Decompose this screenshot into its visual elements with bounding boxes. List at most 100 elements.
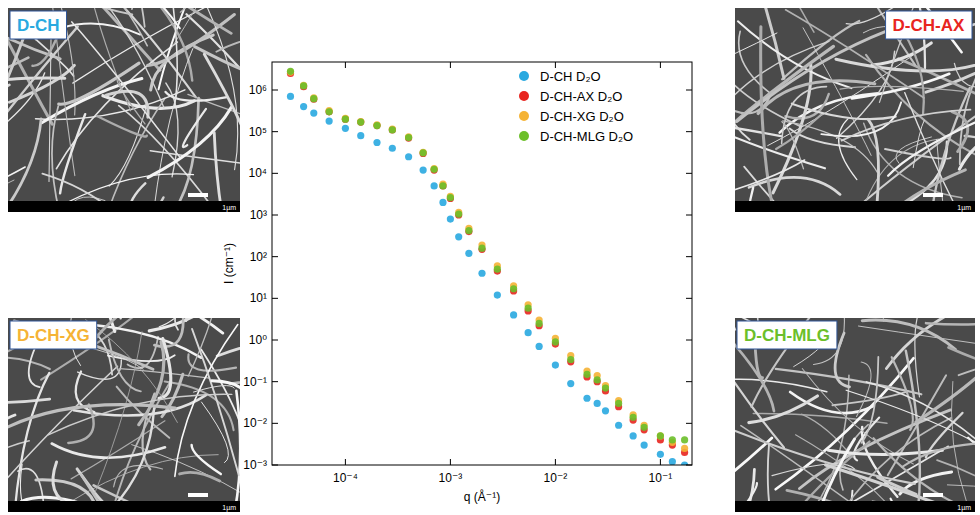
fiber xyxy=(201,402,228,463)
fiber xyxy=(109,105,146,186)
y-tick xyxy=(272,381,278,382)
data-point xyxy=(405,134,412,141)
fiber xyxy=(902,443,975,467)
data-point xyxy=(583,371,590,378)
data-point xyxy=(431,166,438,173)
fiber xyxy=(114,8,180,28)
fiber xyxy=(949,347,975,381)
fiber xyxy=(8,27,78,138)
data-point xyxy=(287,93,294,100)
data-point xyxy=(287,68,294,75)
data-point xyxy=(681,461,688,465)
fiber xyxy=(735,123,825,168)
data-point xyxy=(326,108,333,115)
fiber xyxy=(8,85,9,123)
fiber xyxy=(180,8,240,12)
fiber xyxy=(117,79,145,124)
data-point xyxy=(465,228,472,235)
data-point xyxy=(342,125,349,132)
data-point xyxy=(342,116,349,123)
fiber xyxy=(8,119,41,212)
data-point xyxy=(657,432,664,439)
fiber xyxy=(180,472,220,481)
data-point xyxy=(439,199,446,206)
fiber xyxy=(862,320,955,349)
data-point xyxy=(536,320,543,327)
fiber xyxy=(8,36,24,210)
y-tick-right xyxy=(686,381,692,382)
data-point xyxy=(594,376,601,383)
y-tick-label: 10⁵ xyxy=(249,125,267,139)
info-bar xyxy=(735,201,975,212)
series xyxy=(287,68,688,444)
fiber xyxy=(8,415,15,476)
data-point xyxy=(465,227,472,234)
data-point xyxy=(657,432,664,439)
data-point xyxy=(641,424,648,431)
x-tick xyxy=(660,459,661,465)
fiber xyxy=(8,366,117,500)
fiber xyxy=(109,340,141,392)
data-point xyxy=(602,407,609,414)
scale-bar-label: 1µm xyxy=(222,504,236,512)
fiber xyxy=(8,167,25,203)
fiber xyxy=(842,418,951,511)
legend-label: D-CH D₂O xyxy=(540,69,601,84)
data-point xyxy=(357,132,364,139)
data-point xyxy=(669,458,676,465)
x-tick-label: 10⁻¹ xyxy=(649,471,673,485)
y-tick-label: 10⁶ xyxy=(249,83,267,97)
data-point xyxy=(552,361,559,368)
fiber xyxy=(159,338,171,398)
fiber xyxy=(8,78,65,95)
legend-label: D-CH-MLG D₂O xyxy=(540,129,633,144)
fiber xyxy=(204,54,240,173)
scale-bar xyxy=(188,493,208,497)
fiber xyxy=(885,149,951,159)
y-tick xyxy=(272,298,278,299)
y-tick-label: 10³ xyxy=(250,208,267,222)
image-label-box xyxy=(10,11,67,39)
data-point xyxy=(373,139,380,146)
scale-bar xyxy=(923,193,943,197)
x-tick-top xyxy=(345,62,346,68)
data-point xyxy=(567,356,574,363)
figure: 1µmD-CH1µmD-CH-AX1µmD-CH-XG1µmD-CH-MLG10… xyxy=(0,0,980,515)
fiber xyxy=(782,87,827,144)
data-point xyxy=(431,166,438,173)
legend-marker xyxy=(519,131,529,141)
fiber xyxy=(965,136,975,207)
data-point xyxy=(326,108,333,115)
x-tick-top xyxy=(555,62,556,68)
data-point xyxy=(310,95,317,102)
scale-bar xyxy=(923,493,943,497)
image-label-box xyxy=(10,321,97,349)
fiber xyxy=(217,340,240,356)
y-tick-label: 10¹ xyxy=(250,291,267,305)
data-point xyxy=(615,400,622,407)
fiber xyxy=(86,320,178,423)
fiber xyxy=(214,133,240,212)
data-point xyxy=(405,153,412,160)
data-point xyxy=(494,266,501,273)
data-point xyxy=(310,94,317,101)
fiber xyxy=(188,318,227,376)
image-label-box xyxy=(886,11,972,39)
image-label: D-CH-AX xyxy=(893,16,965,35)
data-point xyxy=(602,385,609,392)
data-point xyxy=(300,82,307,89)
fiber xyxy=(782,21,859,79)
data-point xyxy=(447,194,454,201)
y-tick-right xyxy=(686,423,692,424)
fiber xyxy=(53,462,72,506)
legend-label: D-CH-AX D₂O xyxy=(540,89,622,104)
data-point xyxy=(300,82,307,89)
fiber xyxy=(148,15,235,66)
data-point xyxy=(310,109,317,116)
fiber xyxy=(8,388,50,403)
fiber xyxy=(108,408,154,512)
data-point xyxy=(342,116,349,123)
fiber xyxy=(97,116,147,136)
fiber xyxy=(735,379,827,391)
y-tick xyxy=(272,90,278,91)
